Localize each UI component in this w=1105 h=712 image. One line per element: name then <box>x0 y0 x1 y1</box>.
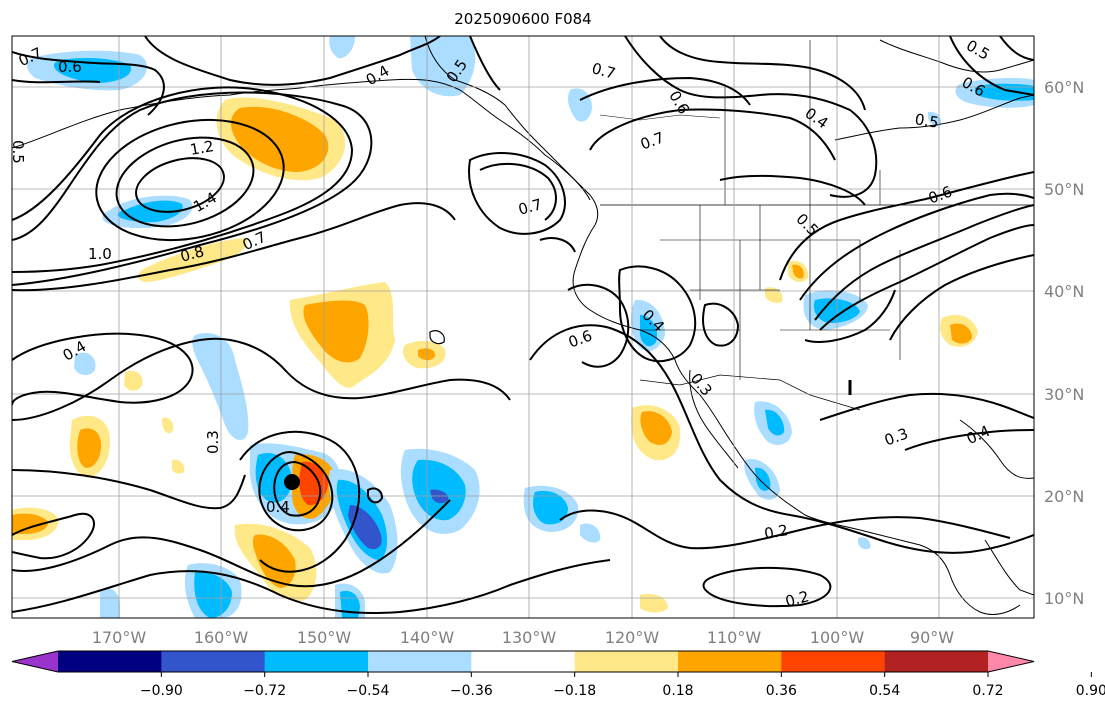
contour-label: 1.0 <box>88 245 112 263</box>
contour-label: 0.8 <box>178 242 206 266</box>
lat-label: 60°N <box>1044 78 1084 97</box>
contour-label: 0.2 <box>783 587 811 611</box>
contour-label: 1.2 <box>189 137 216 159</box>
lon-label: 110°W <box>707 628 762 647</box>
lon-label: 170°W <box>92 628 147 647</box>
colorbar-swatch <box>781 651 886 672</box>
latitude-labels: 60°N 50°N 40°N 30°N 20°N 10°N <box>1044 78 1084 608</box>
colorbar-swatch <box>58 651 162 672</box>
colorbar-swatch <box>884 651 989 672</box>
lon-label: 90°W <box>910 628 954 647</box>
lat-label: 50°N <box>1044 180 1084 199</box>
lon-label: 160°W <box>194 628 249 647</box>
colorbar-swatch <box>264 651 369 672</box>
colorbar-tick-label: 0.72 <box>972 683 1003 699</box>
colorbar-swatch <box>678 651 782 672</box>
contour-label: 0.6 <box>58 58 82 76</box>
colorbar-extend-low <box>12 651 58 672</box>
map-panel <box>12 36 1034 618</box>
lon-label: 150°W <box>297 628 352 647</box>
colorbar-tick-label: 0.18 <box>662 683 693 699</box>
colorbar-tick-label: 0.90 <box>1076 683 1105 699</box>
longitude-labels: 170°W 160°W 150°W 140°W 130°W 120°W 110°… <box>92 628 954 647</box>
storm-center-marker <box>284 474 300 490</box>
lat-label: 20°N <box>1044 487 1084 506</box>
contour-label: 0.5 <box>913 110 940 132</box>
colorbar-extend-high <box>988 651 1034 672</box>
map-title: 2025090600 F084 <box>454 10 592 28</box>
colorbar: −0.90 −0.72 −0.54 −0.36 −0.18 0.18 0.36 0.54 0.7… <box>11 650 1105 699</box>
contour-label: 0.5 <box>9 140 27 164</box>
contour-label: 0.2 <box>763 521 790 543</box>
lat-label: 10°N <box>1044 589 1084 608</box>
colorbar-tick-label: −0.18 <box>553 683 596 699</box>
colorbar-tick-label: 0.54 <box>869 683 900 699</box>
colorbar-tick-label: −0.90 <box>140 683 183 699</box>
colorbar-swatch <box>368 651 472 672</box>
coastline-layer <box>12 36 1034 615</box>
colorbar-swatch <box>471 651 576 672</box>
lat-label: 40°N <box>1044 282 1084 301</box>
contour-layer <box>12 36 1034 614</box>
colorbar-tick-label: 0.36 <box>766 683 797 699</box>
contour-label: 0.7 <box>590 59 618 83</box>
lon-label: 130°W <box>502 628 557 647</box>
contour-label: 0.7 <box>516 195 544 219</box>
colorbar-tick-label: −0.72 <box>243 683 286 699</box>
shading-layer <box>12 36 1034 618</box>
colorbar-tick-label: −0.36 <box>450 683 493 699</box>
lon-label: 140°W <box>400 628 455 647</box>
lon-label: 100°W <box>810 628 865 647</box>
colorbar-swatch <box>574 651 679 672</box>
lat-label: 30°N <box>1044 385 1084 404</box>
lon-label: 120°W <box>605 628 660 647</box>
colorbar-tick-label: −0.54 <box>347 683 390 699</box>
colorbar-outline <box>11 650 1035 673</box>
contour-label: 0.3 <box>204 430 222 454</box>
map-frame <box>11 35 1035 619</box>
colorbar-swatch <box>161 651 266 672</box>
contour-label: 0.4 <box>266 498 290 516</box>
